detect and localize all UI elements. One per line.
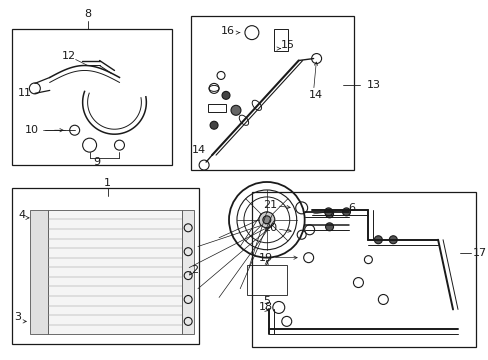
Text: 14: 14 — [308, 90, 322, 100]
Text: 20: 20 — [263, 223, 276, 233]
Circle shape — [325, 210, 333, 218]
Text: 14: 14 — [192, 145, 206, 155]
Circle shape — [210, 121, 218, 129]
Bar — [251, 192, 475, 347]
Circle shape — [388, 236, 396, 244]
Circle shape — [263, 216, 270, 224]
Text: 11: 11 — [18, 88, 32, 98]
Circle shape — [258, 212, 274, 228]
Bar — [48, 210, 182, 334]
Text: 7: 7 — [263, 257, 270, 267]
Text: 1: 1 — [104, 178, 111, 188]
Text: 4: 4 — [19, 210, 25, 220]
Text: 18: 18 — [258, 302, 272, 312]
Text: 21: 21 — [263, 200, 276, 210]
Bar — [191, 16, 354, 170]
Circle shape — [374, 236, 382, 244]
Text: 8: 8 — [84, 9, 91, 19]
Circle shape — [230, 105, 241, 115]
Text: 12: 12 — [61, 50, 76, 60]
Bar — [182, 210, 194, 334]
Text: 9: 9 — [93, 157, 100, 167]
Bar — [12, 29, 172, 165]
Text: 16: 16 — [221, 26, 235, 36]
Text: 2: 2 — [191, 265, 198, 275]
Bar — [30, 210, 48, 334]
Text: 13: 13 — [366, 80, 380, 90]
Text: 3: 3 — [14, 312, 21, 323]
Bar — [246, 265, 286, 294]
Text: 10: 10 — [25, 125, 39, 135]
Bar — [208, 104, 225, 112]
Circle shape — [325, 223, 333, 231]
Text: 15: 15 — [280, 40, 294, 50]
Text: 17: 17 — [472, 248, 486, 258]
Text: 19: 19 — [258, 253, 272, 263]
Text: 5: 5 — [263, 297, 270, 306]
Text: 6: 6 — [348, 203, 355, 213]
Circle shape — [222, 91, 229, 99]
Bar — [273, 29, 287, 50]
Bar — [12, 188, 199, 344]
Circle shape — [342, 208, 350, 216]
Circle shape — [324, 208, 332, 216]
